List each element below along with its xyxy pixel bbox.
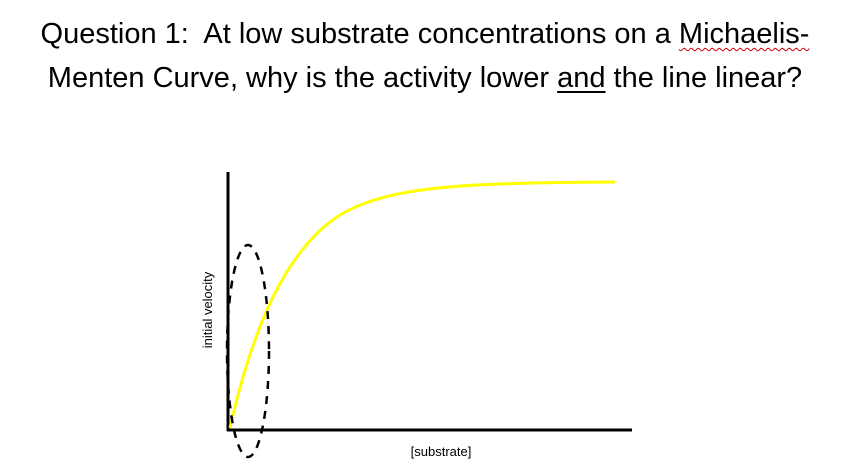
title-flagged-word: Michaelis- [678, 18, 810, 50]
title-line: Question 1: At low substrate concentrati… [0, 18, 850, 51]
title-text: Question 1: At low substrate concentrati… [40, 18, 679, 50]
title-text: the line linear? [605, 62, 803, 94]
title-line: Menten Curve, why is the activity lower … [0, 62, 850, 95]
title-underlined-word: and [557, 62, 606, 94]
title-text: Menten Curve, why is the activity lower [47, 62, 558, 94]
y-axis-label: initial velocity [200, 271, 215, 348]
highlight-ellipse [225, 243, 271, 459]
x-axis-label: [substrate] [411, 444, 472, 459]
michaelis-menten-curve [228, 180, 616, 429]
